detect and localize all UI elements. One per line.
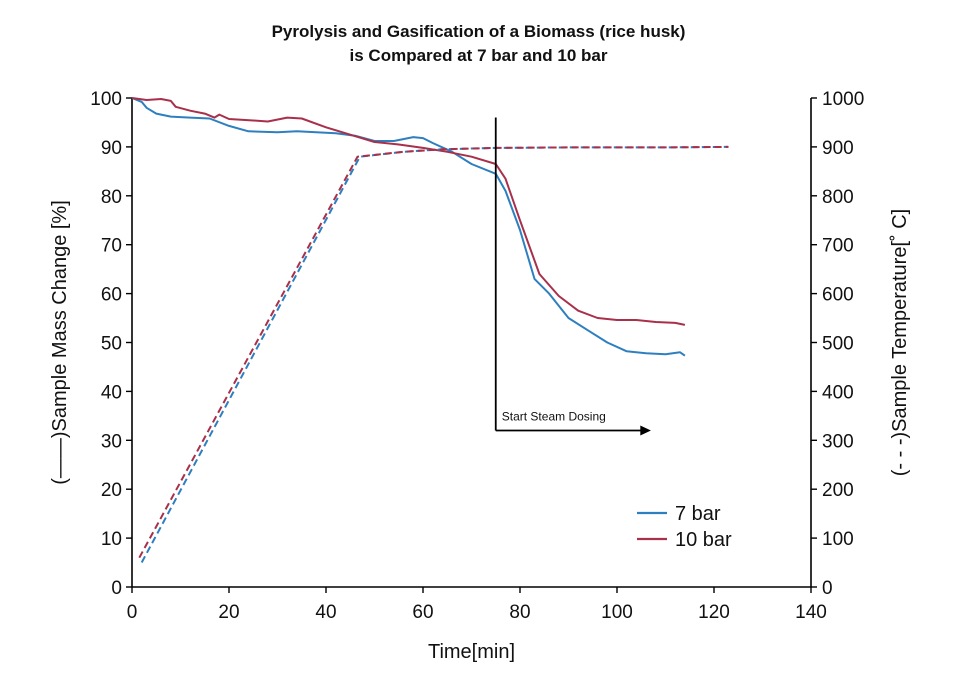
y-right-tick-label: 100 [822,529,854,550]
y-left-tick-label: 100 [90,89,122,110]
y-right-tick-label: 900 [822,138,854,159]
steam-dosing-label: Start Steam Dosing [502,410,606,424]
series-line-mass-10-bar [131,97,686,326]
steam-dosing-arrow-head [640,425,651,436]
series-line-temperature-10-bar [138,145,729,559]
y-left-tick-label: 80 [101,187,122,208]
x-tick-label: 120 [698,602,730,623]
y-left-tick-label: 0 [111,578,122,599]
series-line-temperature-7-bar [140,145,729,563]
y-right-tick-label: 600 [822,285,854,306]
x-tick-label: 100 [601,602,633,623]
y-left-tick-label: 20 [101,480,122,501]
x-tick-label: 60 [412,602,433,623]
y-right-tick-label: 800 [822,187,854,208]
chart-title-line-1: Pyrolysis and Gasification of a Biomass … [271,22,686,41]
legend-label-7-bar: 7 bar [675,503,721,525]
x-tick-label: 20 [218,602,239,623]
y-left-tick-label: 60 [101,285,122,306]
y-left-tick-label: 40 [101,382,122,403]
x-tick-label: 140 [795,602,827,623]
y-right-tick-label: 400 [822,382,854,403]
y-left-tick-label: 70 [101,236,122,257]
series-line-mass-7-bar [131,97,686,357]
y-left-tick-label: 10 [101,529,122,550]
y-right-tick-label: 300 [822,431,854,452]
x-tick-label: 0 [127,602,138,623]
x-tick-label: 80 [509,602,530,623]
x-tick-label: 40 [315,602,336,623]
chart-title-line-2: is Compared at 7 bar and 10 bar [349,46,608,65]
y-right-tick-label: 500 [822,334,854,355]
y-axis-left-label: (——)Sample Mass Change [%] [49,200,71,485]
y-right-tick-label: 0 [822,578,833,599]
y-axis-right-label: (- - -)Sample Temperature[˚ C] [889,209,911,476]
y-left-tick-label: 50 [101,334,122,355]
y-left-tick-label: 30 [101,431,122,452]
x-axis-label: Time[min] [428,641,515,663]
y-right-tick-label: 1000 [822,89,864,110]
y-right-tick-label: 700 [822,236,854,257]
y-left-tick-label: 90 [101,138,122,159]
legend-label-10-bar: 10 bar [675,529,732,551]
y-right-tick-label: 200 [822,480,854,501]
